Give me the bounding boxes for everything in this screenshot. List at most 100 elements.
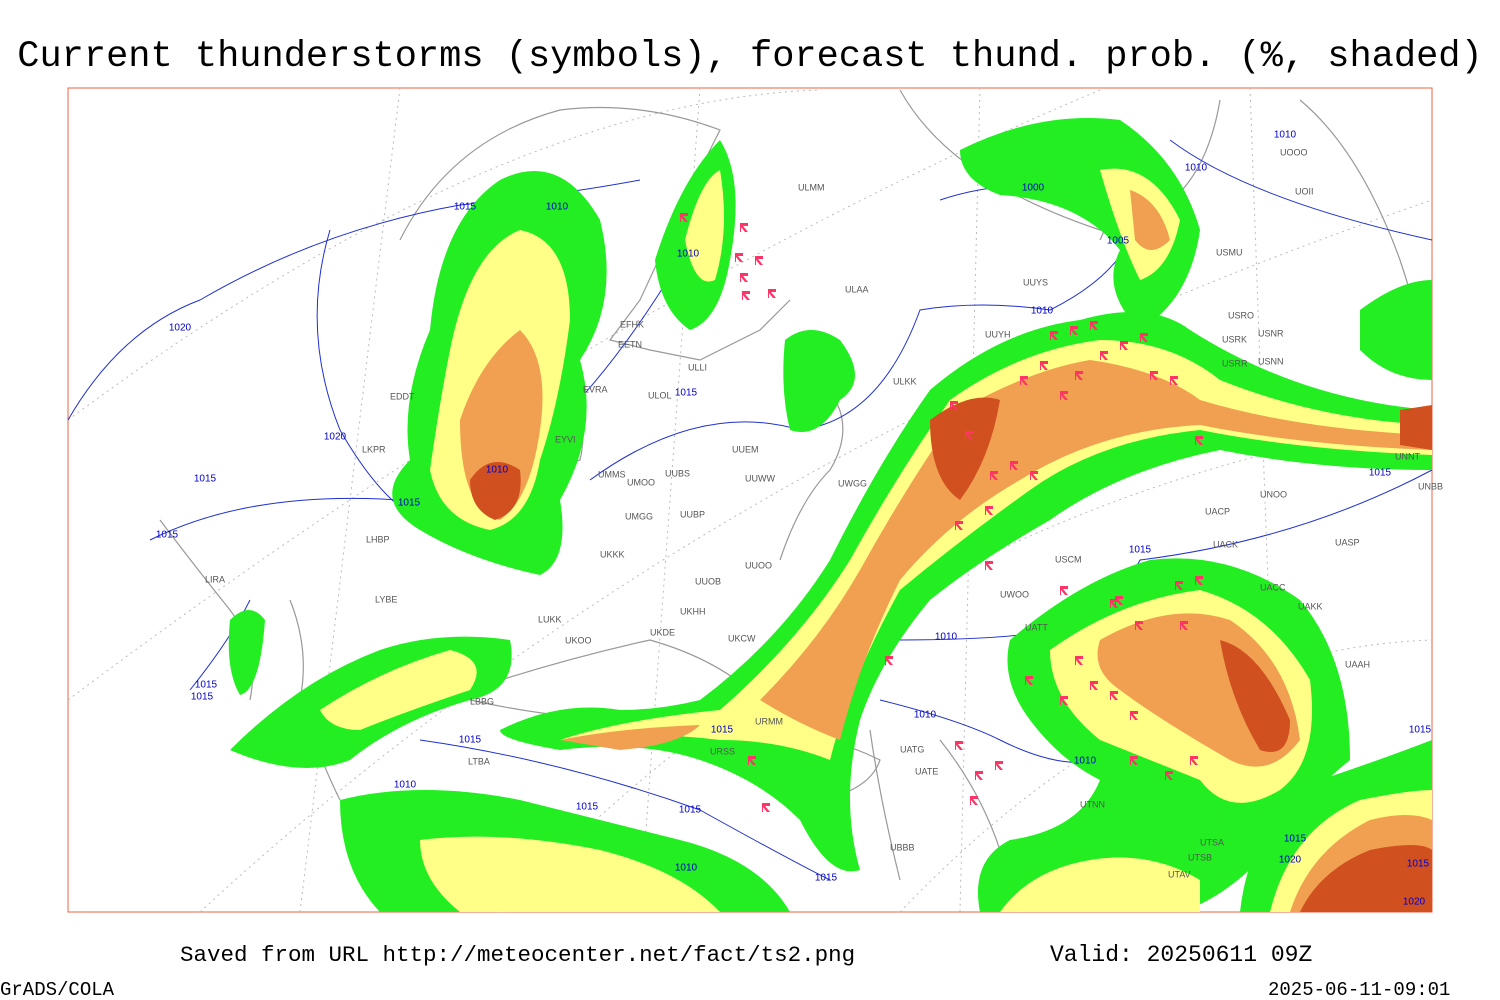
isobar-label: 1010 xyxy=(486,465,509,476)
station-label: UTNN xyxy=(1080,799,1105,809)
station-label: UACC xyxy=(1260,582,1286,592)
station-labels: EFHK EETN EVRA EYVI EDDT LKPR LHBP LIRA LYBE ULLI… xyxy=(205,147,1443,879)
isobar-label: 1015 xyxy=(1369,468,1392,479)
station-label: EYVI xyxy=(555,434,576,444)
station-label: UAKK xyxy=(1298,601,1323,611)
station-label: UACK xyxy=(1213,539,1238,549)
station-label: UTSB xyxy=(1188,852,1212,862)
map: 1015 101010101020102010101015101510151015… xyxy=(67,87,1443,913)
station-label: UATE xyxy=(915,766,938,776)
station-label: UKDE xyxy=(650,627,675,637)
isobar-label: 1015 xyxy=(815,873,838,884)
station-label: URSS xyxy=(710,746,735,756)
thunderstorm-probability xyxy=(228,118,1432,912)
station-label: UMMS xyxy=(598,469,626,479)
station-label: UMGG xyxy=(625,511,653,521)
station-label: LYBE xyxy=(375,594,397,604)
station-label: UWGG xyxy=(838,478,867,488)
station-label: UATG xyxy=(900,744,924,754)
station-label: LUKK xyxy=(538,614,562,624)
station-label: UUYS xyxy=(1023,277,1048,287)
isobar-label: 1015 xyxy=(1407,859,1430,870)
isobar-label: 1015 xyxy=(1284,834,1307,845)
isobar-label: 1015 xyxy=(1129,545,1152,556)
isobar-label: 1015 xyxy=(454,202,477,213)
station-label: LBBG xyxy=(470,696,494,706)
timestamp: 2025-06-11-09:01 xyxy=(1268,979,1450,1000)
station-label: UUBS xyxy=(665,468,690,478)
isobar-label: 1010 xyxy=(914,710,937,721)
title: Current thunderstorms (symbols), forecas… xyxy=(17,36,1482,78)
station-label: URMM xyxy=(755,716,783,726)
isobar-label: 1015 xyxy=(679,805,702,816)
station-label: EETN xyxy=(618,339,642,349)
isobar-label: 1010 xyxy=(394,780,417,791)
station-label: UUYH xyxy=(985,329,1011,339)
station-label: UKHH xyxy=(680,606,706,616)
station-label: UNNT xyxy=(1395,451,1420,461)
station-label: UATT xyxy=(1025,622,1048,632)
isobar-label: 1010 xyxy=(546,202,569,213)
station-label: EFHK xyxy=(620,319,644,329)
isobar-label: 1010 xyxy=(1074,756,1097,767)
station-label: UTAV xyxy=(1168,869,1191,879)
isobar-label: 1010 xyxy=(675,863,698,874)
isobar-label: 1020 xyxy=(169,323,192,334)
isobar-label: 1010 xyxy=(1185,163,1208,174)
station-label: USMU xyxy=(1216,247,1243,257)
station-label: EVRA xyxy=(583,384,608,394)
isobar-label: 1015 xyxy=(675,388,698,399)
station-label: USNN xyxy=(1258,356,1284,366)
isobar-label: 1020 xyxy=(1403,897,1426,908)
station-label: UWOO xyxy=(1000,589,1029,599)
station-label: UASP xyxy=(1335,537,1360,547)
station-label: UNOO xyxy=(1260,489,1287,499)
station-label: ULAA xyxy=(845,284,869,294)
isobar-label: 1010 xyxy=(1274,130,1297,141)
isobar-label: 1015 xyxy=(156,530,179,541)
software: GrADS/COLA xyxy=(0,979,115,1000)
isobar-label: 1015 xyxy=(191,692,214,703)
station-label: UACP xyxy=(1205,506,1230,516)
isobar-label: 1020 xyxy=(1279,855,1302,866)
station-label: UOII xyxy=(1295,186,1314,196)
station-label: ULLI xyxy=(688,362,707,372)
station-label: UUWW xyxy=(745,473,775,483)
isobar-label: 1015 xyxy=(398,498,421,509)
isobar-label: 1005 xyxy=(1107,236,1130,247)
station-label: LTBA xyxy=(468,756,490,766)
station-label: UBBB xyxy=(890,842,915,852)
station-label: UUOB xyxy=(695,576,721,586)
station-label: UUBP xyxy=(680,509,705,519)
isobar-label: 1020 xyxy=(324,432,347,443)
isobar-label: 1010 xyxy=(677,249,700,260)
station-label: UKOO xyxy=(565,635,592,645)
isobar-label: 1010 xyxy=(935,632,958,643)
station-label: UKKK xyxy=(600,549,625,559)
station-label: LHBP xyxy=(366,534,390,544)
station-label: LIRA xyxy=(205,574,225,584)
isobar-labels: 1015 101010101020102010101015101510151015… xyxy=(156,130,1432,908)
valid-time: Valid: 20250611 09Z xyxy=(1050,942,1312,968)
station-label: USCM xyxy=(1055,554,1082,564)
station-label: LKPR xyxy=(362,444,386,454)
station-label: UAAH xyxy=(1345,659,1370,669)
station-label: USNR xyxy=(1258,328,1284,338)
station-label: UKCW xyxy=(728,633,756,643)
isobar-label: 1015 xyxy=(194,474,217,485)
isobar-label: 1015 xyxy=(459,735,482,746)
station-label: UOOO xyxy=(1280,147,1308,157)
station-label: UMOO xyxy=(627,477,655,487)
isobar-label: 1015 xyxy=(1409,725,1432,736)
station-label: ULKK xyxy=(893,376,917,386)
station-label: EDDT xyxy=(390,391,415,401)
station-label: ULOL xyxy=(648,390,672,400)
station-label: USRO xyxy=(1228,310,1254,320)
station-label: UNBB xyxy=(1418,481,1443,491)
isobar-label: 1015 xyxy=(195,680,218,691)
isobar-label: 1015 xyxy=(711,725,734,736)
station-label: UUEM xyxy=(732,444,759,454)
isobar-label: 1015 xyxy=(576,802,599,813)
isobar-label: 1000 xyxy=(1022,183,1045,194)
